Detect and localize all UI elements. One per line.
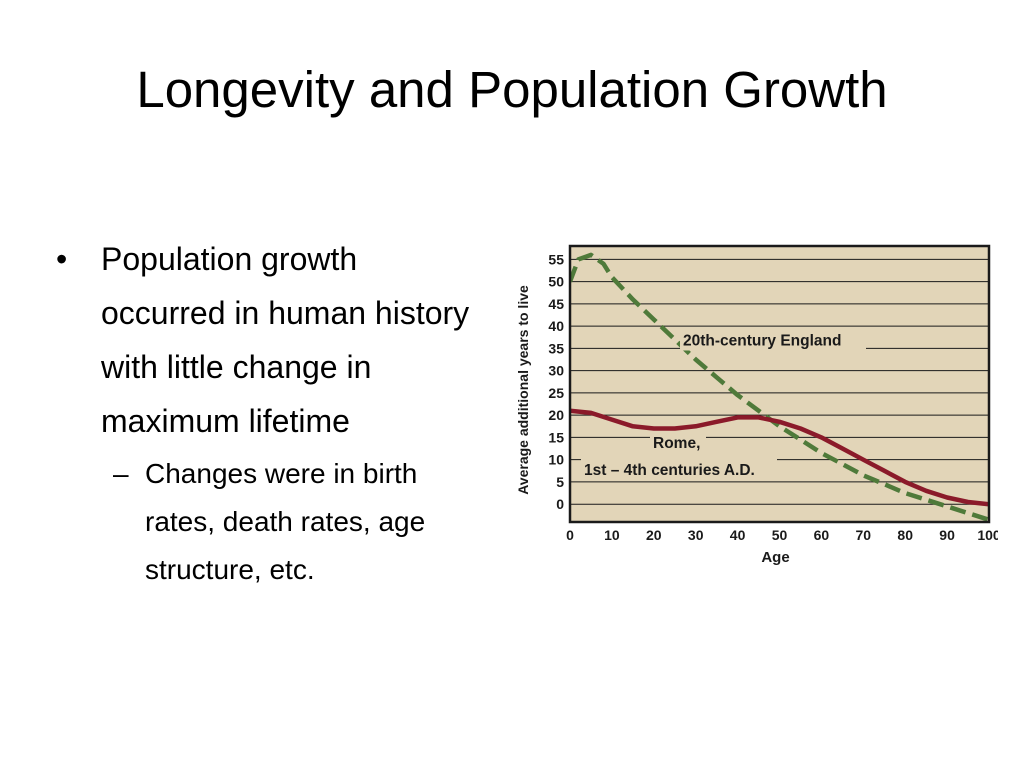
y-tick-label-45: 45 [548, 296, 564, 312]
y-tick-label-5: 5 [556, 474, 564, 490]
y-tick-label-0: 0 [556, 496, 564, 512]
y-tick-label-20: 20 [548, 407, 564, 423]
annotation-bg-rome-2 [581, 458, 777, 479]
x-tick-label-70: 70 [856, 527, 872, 543]
sub-bullet-item: – Changes were in birth rates, death rat… [113, 450, 486, 594]
x-tick-label-100: 100 [977, 527, 998, 543]
annotation-rome-line2: 1st – 4th centuries A.D. [584, 462, 755, 479]
annotation-bg-england [680, 328, 866, 351]
y-tick-label-15: 15 [548, 429, 564, 445]
series-line-1 [570, 408, 989, 507]
x-tick-label-90: 90 [939, 527, 955, 543]
slide-title: Longevity and Population Growth [136, 61, 888, 118]
x-tick-label-50: 50 [772, 527, 788, 543]
y-tick-label-40: 40 [548, 318, 564, 334]
bullet-text: Population growth occurred in human hist… [101, 241, 470, 439]
x-tick-label-60: 60 [814, 527, 830, 543]
bullet-marker: • [56, 241, 68, 277]
bullet-list: • Population growth occurred in human hi… [56, 232, 486, 594]
life-expectancy-chart: 20th-century England Rome, 1st – 4th centu… [515, 244, 998, 566]
y-tick-label-25: 25 [548, 385, 564, 401]
plot-background [570, 246, 989, 522]
sub-bullet-marker: – [113, 458, 129, 489]
y-tick-label-55: 55 [548, 251, 564, 267]
x-tick-label-10: 10 [604, 527, 620, 543]
y-tick-label-10: 10 [548, 452, 564, 468]
y-axis-label: Average additional years to live [515, 285, 531, 495]
y-tick-label-35: 35 [548, 340, 564, 356]
x-tick-label-20: 20 [646, 527, 662, 543]
x-tick-label-0: 0 [566, 527, 574, 543]
x-tick-label-30: 30 [688, 527, 704, 543]
plot-border [568, 244, 991, 524]
y-tick-label-30: 30 [548, 363, 564, 379]
x-tick-label-80: 80 [897, 527, 913, 543]
y-tick-label-50: 50 [548, 274, 564, 290]
annotation-england: 20th-century England [683, 332, 841, 349]
x-axis-label: Age [761, 549, 789, 566]
bullet-item: • Population growth occurred in human hi… [56, 232, 486, 448]
series-line-0 [570, 252, 989, 522]
annotation-bg-rome-1 [650, 432, 706, 453]
sub-bullet-text: Changes were in birth rates, death rates… [145, 458, 426, 585]
annotation-rome-line1: Rome, [653, 435, 700, 452]
x-tick-label-40: 40 [730, 527, 746, 543]
